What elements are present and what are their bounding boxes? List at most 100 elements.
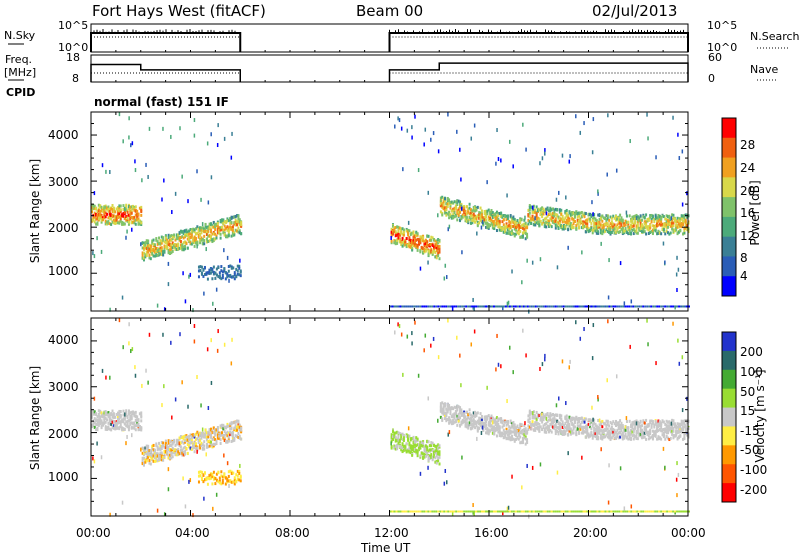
velocity-cell (497, 425, 500, 429)
power-patch (217, 266, 220, 270)
velocity-cell (471, 424, 474, 428)
velocity-cell (171, 451, 174, 455)
velocity-cell (114, 427, 117, 431)
velocity-cell (534, 414, 537, 418)
velocity-cell (494, 417, 497, 421)
velocity-cell (526, 431, 529, 435)
velocity-cell (225, 432, 228, 436)
power-cell (505, 222, 508, 226)
power-cell (550, 225, 553, 229)
velocity-cell (591, 436, 594, 440)
velocity-cell (498, 425, 501, 429)
velocity-cell (646, 433, 649, 437)
velocity-cell (595, 432, 598, 436)
velocity-cell (140, 426, 143, 430)
velocity-cell (664, 428, 667, 432)
velocity-cell (416, 454, 419, 458)
power-near-range (632, 305, 635, 308)
velocity-cell (173, 438, 176, 442)
power-cell (99, 204, 102, 208)
velocity-cell (523, 436, 526, 440)
power-cell (438, 257, 441, 261)
velocity-cell (590, 431, 593, 435)
power-cell (486, 226, 489, 230)
power-cell (537, 220, 540, 224)
power-cell (639, 228, 642, 232)
power-scatter (196, 244, 198, 249)
power-cell (168, 234, 171, 238)
power-cell (167, 233, 170, 237)
power-cell (439, 196, 442, 200)
power-cell (520, 226, 523, 230)
velocity-cell (431, 441, 434, 445)
velocity-cell (576, 418, 579, 422)
velocity-cell (407, 449, 410, 453)
velocity-cell (114, 420, 117, 424)
power-patch (226, 272, 229, 276)
velocity-cell (676, 431, 679, 435)
power-cell (631, 221, 634, 225)
power-cell (456, 211, 459, 215)
power-cell (422, 239, 425, 243)
velocity-cell (400, 448, 403, 452)
velocity-cell (174, 451, 177, 455)
velocity-cell (587, 418, 590, 422)
power-cell (215, 222, 218, 226)
velocity-cell (580, 431, 583, 435)
power-cell (208, 222, 211, 226)
power-cell (554, 217, 557, 221)
power-cell (199, 226, 202, 230)
velocity-cell (464, 418, 467, 422)
velocity-cell (564, 430, 567, 434)
power-cell (582, 220, 585, 224)
power-cell (530, 205, 533, 209)
velocity-cell (454, 409, 457, 413)
velocity-cell (550, 421, 553, 425)
power-near-range (475, 305, 478, 308)
power-cell (606, 222, 609, 226)
velocity-cell (227, 439, 230, 443)
power-cell (634, 220, 637, 224)
power-cell (571, 224, 574, 228)
power-cell (185, 241, 188, 245)
velocity-cell (134, 410, 137, 414)
power-cell (480, 213, 483, 217)
power-cell (201, 237, 204, 241)
velocity-cell (520, 429, 523, 433)
velocity-cell (121, 426, 124, 430)
velocity-cell (680, 427, 683, 431)
power-scatter (495, 161, 497, 166)
velocity-cell (482, 421, 485, 425)
power-patch (208, 270, 211, 274)
velocity-cell (220, 431, 223, 435)
velocity-cell (613, 432, 616, 436)
power-cell (226, 225, 229, 229)
velocity-cell (631, 430, 634, 434)
power-cell (576, 212, 579, 216)
velocity-cell (159, 447, 162, 451)
power-cell (121, 222, 124, 226)
velocity-cell (550, 430, 553, 434)
power-cell (664, 224, 667, 228)
power-cell (456, 209, 459, 213)
velocity-cell (502, 419, 505, 423)
velocity-cell (489, 429, 492, 433)
power-near-range (670, 305, 673, 308)
power-scatter (473, 123, 476, 128)
velocity-cell (632, 420, 635, 424)
power-cell (237, 219, 240, 223)
power-cell (110, 217, 113, 221)
power-cell (515, 224, 518, 228)
power-cell (523, 222, 526, 226)
power-cell (557, 221, 560, 225)
power-cell (502, 230, 505, 234)
power-cell (594, 229, 597, 233)
velocity-cell (623, 434, 626, 438)
power-cell (177, 247, 180, 251)
power-patch (239, 269, 242, 273)
velocity-cell (132, 411, 135, 415)
velocity-cell (397, 441, 400, 445)
power-near-range (622, 305, 625, 308)
power-cell (134, 205, 137, 209)
velocity-cell (409, 448, 412, 452)
